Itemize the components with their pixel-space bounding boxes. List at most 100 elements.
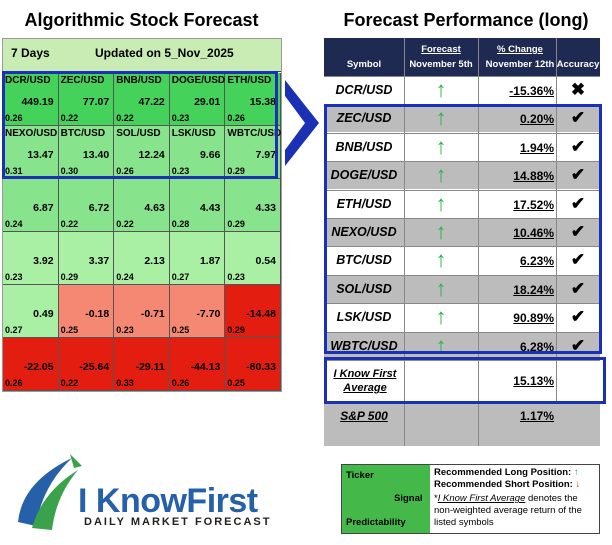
arrow-up-icon: ↑	[435, 219, 447, 244]
legend-long-label: Recommended Long Position:	[434, 467, 572, 478]
cell-predictability: 0.27	[171, 272, 190, 282]
cell-predictability: 0.23	[5, 272, 23, 282]
cell-predictability: 0.30	[60, 166, 79, 176]
legend-short-label: Recommended Short Position:	[434, 479, 573, 490]
performance-highlight	[324, 104, 602, 354]
average-row: I Know First Average 15.13%	[324, 360, 600, 402]
forecast-cell: -14.48 0.29	[225, 285, 281, 338]
arrow-up-icon: ↑	[435, 162, 447, 188]
legend-swatch: Ticker Signal Predictability	[342, 465, 430, 533]
cell-symbol: DOGE/USD	[171, 75, 226, 86]
logo-icon	[18, 454, 82, 530]
cell-predictability: 0.25	[60, 325, 79, 335]
cell-predictability: 0.26	[227, 113, 245, 123]
cell-predictability: 0.29	[227, 219, 245, 229]
forecast-cell: NEXO/USD 13.47 0.31	[3, 126, 59, 179]
row-symbol[interactable]: WBTC/USD	[330, 338, 398, 353]
check-icon: ✔	[570, 250, 586, 270]
cell-signal: 3.37	[88, 255, 110, 267]
cell-signal: 77.07	[82, 96, 110, 108]
row-symbol[interactable]: LSK/USD	[336, 310, 392, 325]
forecast-title: Algorithmic Stock Forecast	[24, 10, 259, 30]
forecast-cell: ETH/USD 15.38 0.26	[225, 73, 281, 126]
arrow-up-icon: ↑	[435, 105, 447, 131]
performance-row: BNB/USD ↑ 1.94% ✔	[324, 132, 600, 161]
cell-predictability: 0.24	[116, 272, 134, 282]
cell-signal: 15.38	[249, 96, 276, 108]
legend-note: *I Know First Average denotes the non-we…	[434, 493, 596, 529]
row-symbol[interactable]: BTC/USD	[336, 253, 392, 268]
cell-symbol: DCR/USD	[5, 75, 51, 86]
cell-symbol: WBTC/USD	[227, 128, 282, 139]
check-icon: ✔	[570, 136, 586, 156]
cell-symbol: SOL/USD	[116, 128, 161, 139]
average-label[interactable]: I Know First Average	[328, 367, 402, 395]
forecast-cell: -29.11 0.33	[114, 338, 170, 391]
row-symbol[interactable]: DOGE/USD	[330, 168, 398, 183]
cell-signal: 7.97	[255, 149, 276, 161]
forecast-cell: SOL/USD 12.24 0.26	[114, 126, 170, 179]
cell-predictability: 0.26	[5, 378, 23, 388]
cell-symbol: ETH/USD	[227, 75, 272, 86]
forecast-cell: LSK/USD 9.66 0.23	[169, 126, 226, 179]
arrow-up-icon: ↑	[573, 467, 579, 478]
legend-note-prefix: *	[434, 493, 438, 504]
cell-predictability: 0.24	[5, 219, 23, 229]
forecast-cell: 6.72 0.22	[58, 179, 115, 232]
col-divider	[556, 38, 557, 402]
cell-predictability: 0.27	[5, 325, 23, 335]
forecast-cell: 1.87 0.27	[169, 232, 226, 285]
cell-signal: 4.33	[255, 202, 276, 214]
performance-row: NEXO/USD ↑ 10.46% ✔	[324, 218, 600, 246]
cell-signal: -22.05	[23, 361, 54, 373]
check-icon: ✔	[570, 222, 586, 241]
row-symbol[interactable]: SOL/USD	[336, 281, 392, 296]
arrow-right-icon	[285, 80, 319, 166]
row-change: 90.89%	[513, 311, 554, 326]
legend-predictability: Predictability	[346, 517, 406, 528]
cell-signal: 0.54	[255, 255, 276, 267]
cell-signal: -7.70	[196, 308, 221, 320]
cell-predictability: 0.22	[60, 113, 79, 123]
row-change: -15.36%	[509, 84, 554, 98]
cell-signal: 4.63	[144, 202, 165, 214]
benchmark-label[interactable]: S&P 500	[340, 409, 388, 423]
average-change: 15.13%	[513, 374, 554, 388]
arrow-up-icon: ↑	[435, 275, 447, 301]
forecast-cell: 2.13 0.24	[114, 232, 170, 285]
performance-row: SOL/USD ↑ 18.24% ✔	[324, 274, 600, 303]
row-change: 17.52%	[513, 197, 554, 212]
row-change: 10.46%	[513, 226, 554, 240]
row-symbol[interactable]: BNB/USD	[335, 139, 393, 154]
forecast-grid-panel: 7 Days Updated on 5_Nov_2025 DCR/USD 449.…	[2, 38, 282, 392]
forecast-cell: 0.54 0.23	[225, 232, 281, 285]
legend-note-link[interactable]: I Know First Average	[437, 493, 526, 504]
cell-predictability: 0.22	[116, 219, 134, 229]
cell-signal: -0.18	[85, 308, 110, 320]
cell-predictability: 0.26	[171, 378, 190, 388]
cell-signal: -25.64	[79, 361, 110, 373]
row-symbol[interactable]: NEXO/USD	[331, 225, 397, 239]
row-symbol[interactable]: DCR/USD	[335, 83, 393, 97]
check-icon: ✔	[570, 335, 586, 355]
cell-predictability: 0.22	[116, 113, 134, 123]
cell-predictability: 0.26	[116, 166, 134, 176]
check-icon: ✔	[570, 278, 586, 298]
forecast-heatmap: DCR/USD 449.19 0.26 ZEC/USD 77.07 0.22 BNB/USD…	[3, 73, 281, 391]
cell-signal: 13.40	[82, 149, 110, 161]
check-icon: ✔	[570, 108, 586, 128]
forecast-cell: DCR/USD 449.19 0.26	[3, 73, 59, 126]
row-symbol[interactable]: ETH/USD	[336, 196, 392, 211]
performance-table-header: Symbol Forecast November 5th % Change No…	[324, 38, 600, 76]
legend: Ticker Signal Predictability Recommended…	[341, 464, 600, 534]
row-change: 18.24%	[513, 282, 554, 297]
updated-label: Updated on 5_Nov_2025	[95, 46, 234, 60]
legend-note-text: denotes the non-weighted average return …	[434, 493, 582, 528]
arrow-up-icon: ↑	[435, 190, 447, 216]
cell-predictability: 0.22	[60, 378, 79, 388]
col-forecast-header: Forecast	[421, 44, 461, 55]
col-accuracy-header: Accuracy	[556, 59, 600, 70]
performance-row: BTC/USD ↑ 6.23% ✔	[324, 246, 600, 275]
forecast-cell: -44.13 0.26	[169, 338, 226, 391]
row-symbol[interactable]: ZEC/USD	[336, 111, 392, 126]
